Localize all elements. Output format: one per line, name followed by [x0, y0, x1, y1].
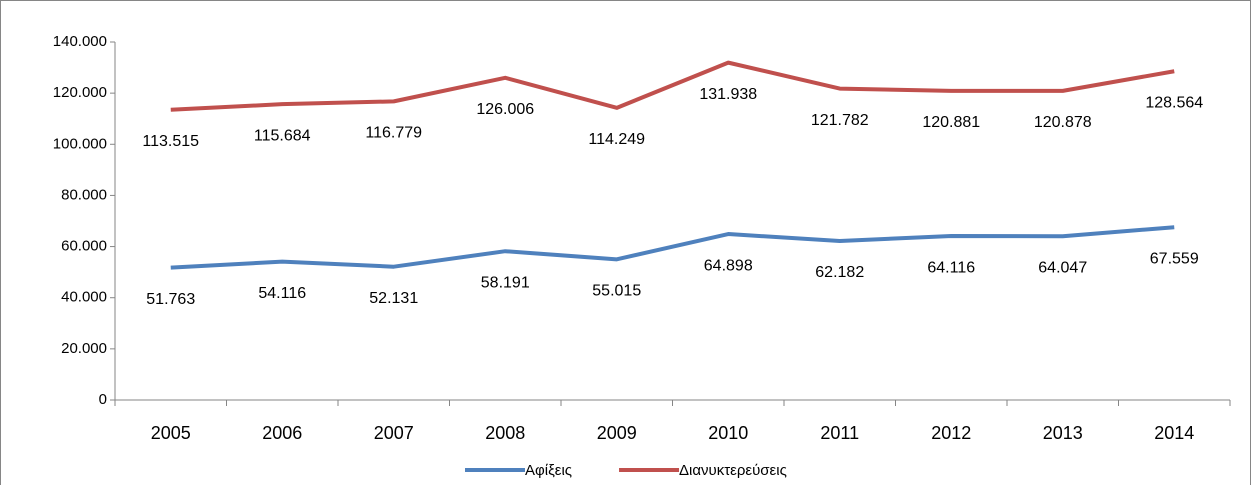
y-tick-label: 120.000	[53, 84, 107, 101]
data-label: 114.249	[588, 131, 645, 148]
data-label: 113.515	[142, 133, 199, 150]
y-tick-label: 140.000	[53, 33, 107, 50]
y-tick-label: 100.000	[53, 135, 107, 152]
data-label: 121.782	[811, 112, 869, 129]
x-tick-label: 2009	[597, 423, 637, 443]
data-label: 64.898	[704, 257, 753, 274]
data-label: 116.779	[365, 125, 422, 142]
data-label: 67.559	[1150, 250, 1199, 267]
data-label: 62.182	[815, 264, 864, 281]
legend-label: Αφίξεις	[525, 462, 572, 479]
data-label: 131.938	[699, 86, 757, 103]
series-line	[170, 60, 1175, 112]
data-label: 64.047	[1038, 259, 1087, 276]
data-label: 126.006	[476, 101, 534, 118]
data-label: 120.878	[1034, 114, 1092, 131]
x-tick-label: 2006	[262, 423, 302, 443]
y-tick-label: 0	[99, 391, 107, 408]
y-tick-label: 60.000	[61, 238, 107, 255]
series-line	[170, 225, 1175, 270]
data-label: 54.116	[258, 285, 306, 302]
data-label: 55.015	[592, 283, 641, 300]
x-tick-label: 2010	[708, 423, 748, 443]
data-label: 52.131	[369, 290, 418, 307]
y-tick-label: 20.000	[61, 340, 107, 357]
data-label: 128.564	[1145, 94, 1203, 111]
data-label: 120.881	[922, 114, 980, 131]
x-tick-label: 2014	[1154, 423, 1194, 443]
x-tick-label: 2013	[1043, 423, 1083, 443]
x-tick-label: 2008	[485, 423, 525, 443]
legend-label: Διανυκτερεύσεις	[679, 462, 787, 479]
data-label: 58.191	[481, 274, 530, 291]
x-tick-label: 2012	[931, 423, 971, 443]
x-tick-label: 2011	[820, 423, 859, 443]
data-label: 64.116	[927, 259, 975, 276]
y-tick-label: 80.000	[61, 186, 107, 203]
data-label: 115.684	[254, 127, 311, 144]
y-tick-label: 40.000	[61, 289, 107, 306]
data-label: 51.763	[146, 291, 195, 308]
x-tick-label: 2005	[151, 423, 191, 443]
x-tick-label: 2007	[374, 423, 414, 443]
